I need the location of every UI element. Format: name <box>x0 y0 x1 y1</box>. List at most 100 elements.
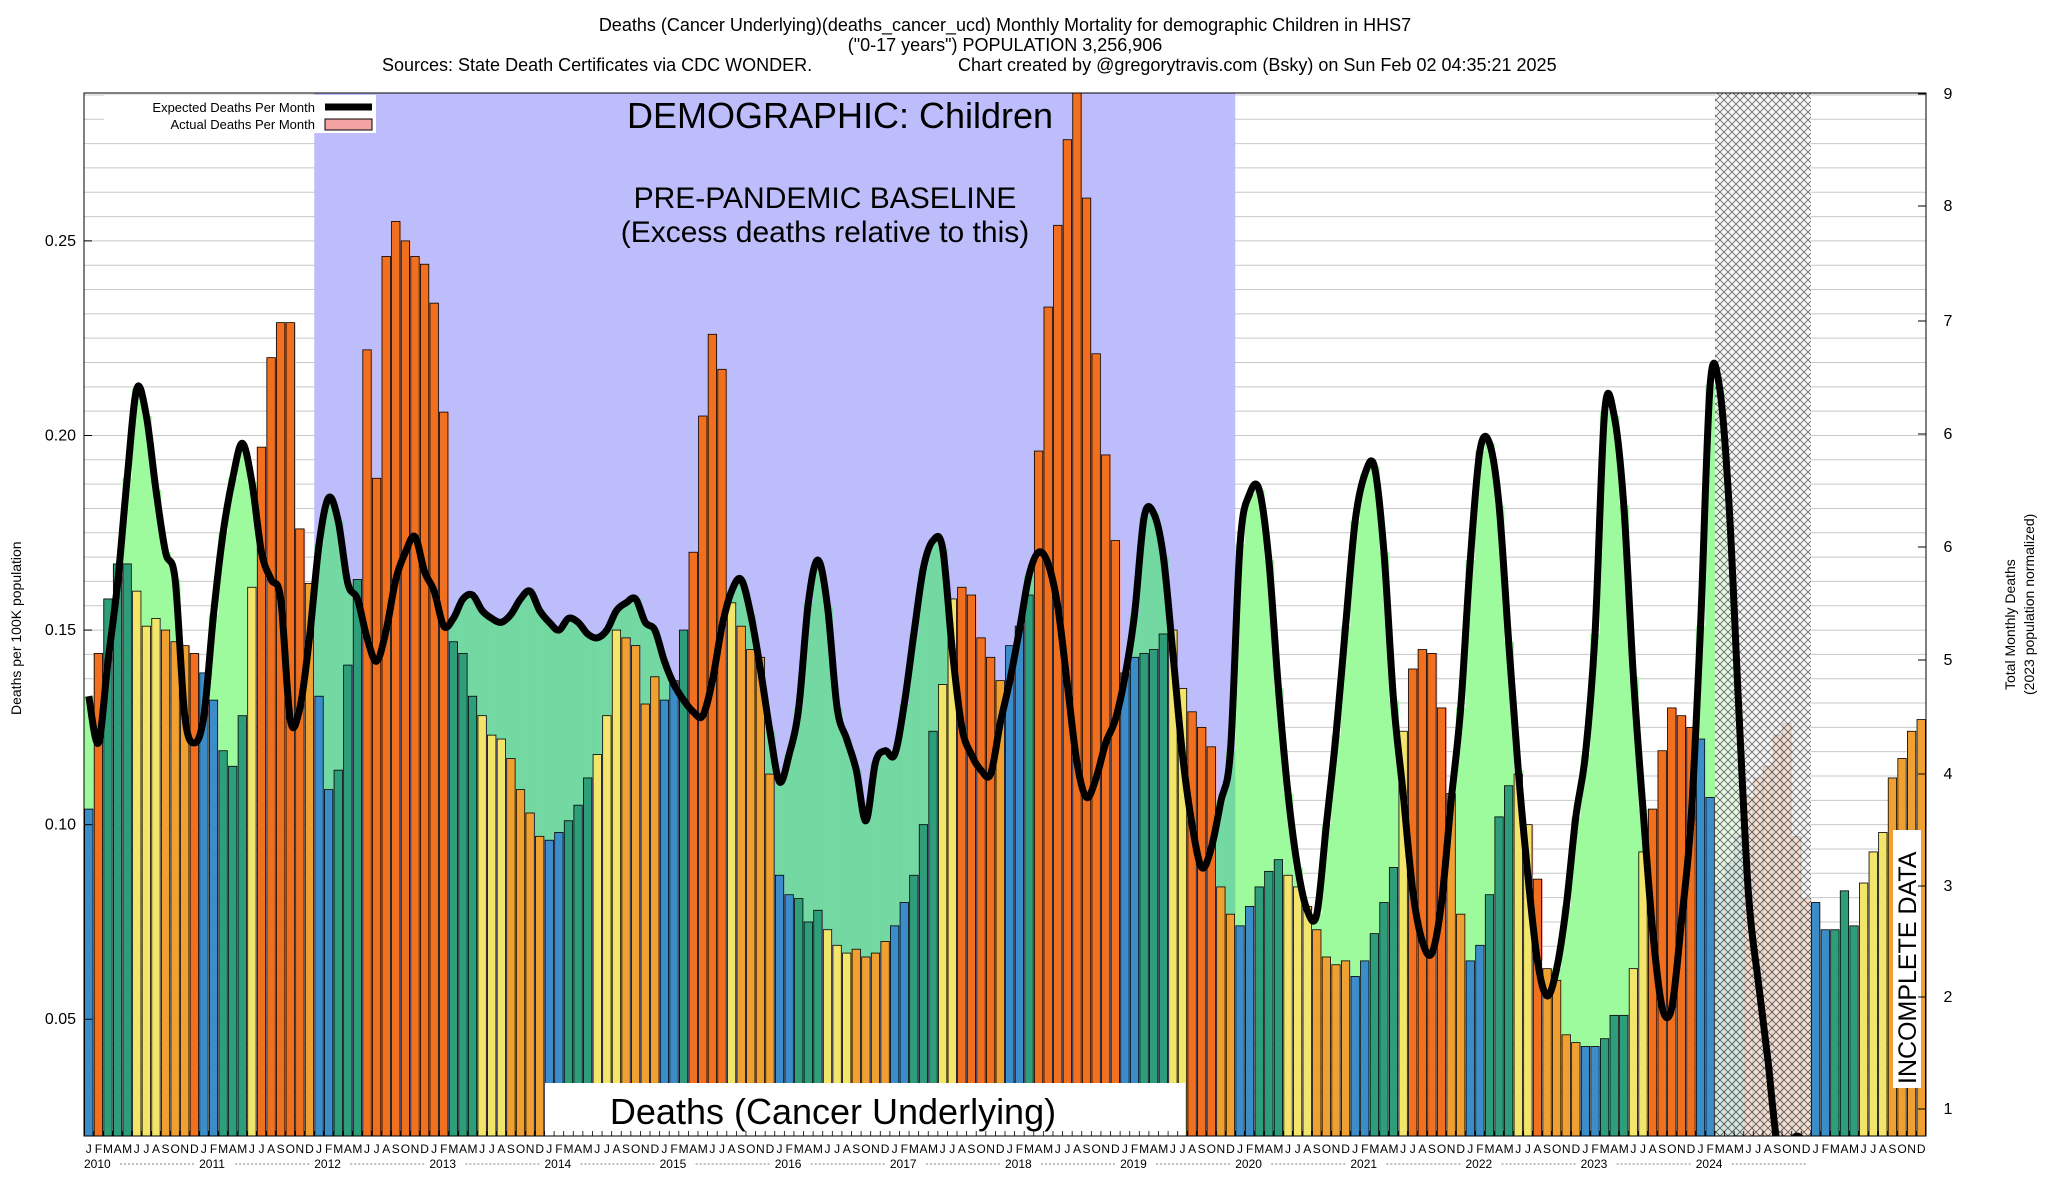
excess-fill-segment <box>861 820 872 957</box>
actual-deaths-bar <box>276 322 286 1136</box>
x-month-tick-label: N <box>1332 1142 1341 1156</box>
x-month-tick-label: O <box>1437 1142 1446 1156</box>
x-month-tick-label: F <box>555 1142 562 1156</box>
x-month-tick-label: J <box>1870 1142 1876 1156</box>
actual-deaths-bar <box>439 411 449 1136</box>
actual-deaths-bar <box>1283 874 1293 1136</box>
x-month-tick-label: S <box>622 1142 630 1156</box>
y-right-tick-label: 6 <box>1944 539 1953 556</box>
actual-deaths-bar <box>208 699 219 1136</box>
actual-deaths-bar <box>669 680 679 1136</box>
actual-deaths-bar <box>352 579 363 1136</box>
actual-deaths-bar <box>1331 964 1341 1136</box>
x-month-tick-label: S <box>737 1142 745 1156</box>
excess-fill-segment <box>793 707 805 899</box>
x-month-tick-label: D <box>1111 1142 1120 1156</box>
actual-deaths-bar <box>1868 851 1878 1136</box>
x-year-label-bg <box>82 1157 118 1171</box>
x-month-tick-label: A <box>728 1142 736 1156</box>
x-month-tick-label: J <box>709 1142 715 1156</box>
x-month-tick-label: N <box>756 1142 765 1156</box>
incomplete-label-box <box>1893 830 1921 1088</box>
x-month-tick-label: F <box>1361 1142 1368 1156</box>
x-month-tick-label: S <box>1658 1142 1666 1156</box>
x-month-tick-label: A <box>1610 1142 1618 1156</box>
actual-deaths-bar <box>1225 913 1236 1136</box>
y-right-axis-sublabel: (2023 population normalized) <box>2021 514 2037 695</box>
x-month-tick-label: M <box>1139 1142 1149 1156</box>
actual-deaths-bar <box>295 528 305 1136</box>
actual-deaths-bar <box>1379 902 1389 1136</box>
excess-fill-segment <box>467 595 478 697</box>
excess-fill-segment <box>247 482 258 588</box>
x-month-tick-label: N <box>1677 1142 1686 1156</box>
excess-fill-segment <box>1590 633 1601 1047</box>
actual-deaths-bar <box>535 835 545 1136</box>
excess-fill-segment <box>1484 443 1495 895</box>
actual-deaths-bar <box>391 221 401 1136</box>
legend-expected-label: Expected Deaths Per Month <box>152 100 315 115</box>
x-month-tick-label: F <box>325 1142 332 1156</box>
actual-deaths-bar <box>611 629 622 1136</box>
actual-deaths-bar <box>400 240 410 1136</box>
actual-deaths-bar <box>1245 905 1255 1136</box>
actual-deaths-bar <box>707 333 717 1136</box>
x-year-label: 2023 <box>1581 1157 1608 1171</box>
actual-deaths-bar <box>496 738 506 1136</box>
x-month-tick-label: F <box>210 1142 217 1156</box>
excess-fill-segment <box>1599 412 1611 1039</box>
excess-fill-segment <box>1561 906 1572 1035</box>
x-month-tick-label: J <box>1170 1142 1176 1156</box>
actual-deaths-bar <box>1456 913 1466 1136</box>
actual-deaths-bar <box>995 680 1005 1136</box>
baseline-sublabel: (Excess deaths relative to this) <box>621 216 1030 249</box>
excess-fill-segment <box>1235 544 1246 926</box>
x-month-tick-label: A <box>1533 1142 1541 1156</box>
x-month-tick-label: F <box>440 1142 447 1156</box>
legend-actual-swatch <box>324 118 373 131</box>
x-month-tick-label: F <box>1476 1142 1483 1156</box>
x-month-tick-label: D <box>1802 1142 1811 1156</box>
x-month-tick-label: A <box>229 1142 237 1156</box>
x-year-label: 2010 <box>84 1157 111 1171</box>
x-month-tick-label: M <box>218 1142 228 1156</box>
actual-deaths-bar <box>1110 540 1120 1136</box>
actual-deaths-bar <box>525 812 535 1136</box>
x-month-tick-label: N <box>871 1142 880 1156</box>
x-year-label-bg <box>657 1157 694 1171</box>
x-month-tick-label: D <box>535 1142 544 1156</box>
actual-deaths-bar <box>688 551 698 1136</box>
x-month-tick-label: N <box>1907 1142 1916 1156</box>
actual-deaths-bar <box>1302 905 1312 1136</box>
x-month-tick-label: J <box>777 1142 783 1156</box>
excess-fill-segment <box>1494 505 1505 817</box>
excess-fill-segment <box>1369 466 1380 934</box>
actual-deaths-bar <box>1849 925 1859 1136</box>
x-year-label-bg <box>1003 1157 1039 1171</box>
actual-deaths-bar <box>1657 750 1667 1136</box>
actual-deaths-bar <box>1149 649 1159 1136</box>
actual-deaths-bar <box>362 349 372 1136</box>
actual-deaths-bar <box>218 750 228 1136</box>
actual-deaths-bar <box>938 684 948 1136</box>
x-month-tick-label: M <box>909 1142 919 1156</box>
excess-fill-segment <box>630 598 642 646</box>
x-month-tick-label: J <box>489 1142 495 1156</box>
x-month-tick-label: M <box>698 1142 708 1156</box>
excess-fill-segment <box>563 618 574 821</box>
actual-deaths-bar <box>515 789 526 1136</box>
excess-fill-segment <box>1619 505 1630 1016</box>
excess-fill-segment <box>573 622 584 806</box>
x-month-tick-label: J <box>258 1142 264 1156</box>
x-month-tick-label: J <box>249 1142 255 1156</box>
excess-fill-segment <box>784 754 795 895</box>
actual-deaths-bar <box>918 824 929 1136</box>
x-month-tick-label: O <box>1782 1142 1791 1156</box>
x-month-tick-label: D <box>420 1142 429 1156</box>
actual-deaths-bar <box>372 477 382 1136</box>
actual-deaths-bar <box>1820 929 1830 1136</box>
x-month-tick-label: A <box>344 1142 352 1156</box>
x-month-tick-label: J <box>1630 1142 1636 1156</box>
x-month-tick-label: S <box>1888 1142 1896 1156</box>
x-year-label-bg <box>312 1157 349 1171</box>
